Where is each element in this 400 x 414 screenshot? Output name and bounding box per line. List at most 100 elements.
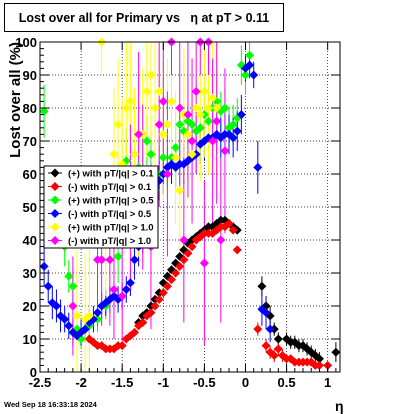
x-tick-label: -2.5 (29, 375, 51, 390)
data-point-s1 (224, 219, 234, 228)
y-tick-label: 80 (23, 101, 37, 116)
data-point-s5 (105, 255, 115, 265)
data-point-s2 (39, 106, 49, 116)
x-tick-label: 1 (324, 375, 331, 390)
data-point-s4 (187, 149, 197, 159)
data-point-s3 (249, 70, 259, 80)
y-tick-label: 90 (23, 68, 37, 83)
data-point-s1 (187, 242, 197, 252)
y-tick-label: 40 (23, 233, 37, 248)
legend-label: (-) with pT/|q| > 0.5 (68, 209, 152, 220)
data-point-s5 (191, 87, 201, 96)
data-point-s4 (150, 103, 160, 113)
data-point-s4 (72, 311, 82, 321)
y-tick-label: 10 (23, 332, 37, 347)
legend: (+) with pT/|q| > 0.1 (-) with pT/|q| > 0… (43, 165, 159, 249)
x-tick-label: -2 (75, 375, 87, 390)
data-point-s3 (265, 324, 275, 334)
legend-box (43, 165, 159, 249)
data-point-s3 (232, 126, 242, 136)
data-point-s2 (195, 123, 205, 133)
data-point-s3 (43, 281, 53, 291)
data-point-s3 (93, 308, 103, 318)
data-point-s5 (109, 285, 119, 294)
data-point-s5 (179, 235, 189, 245)
y-tick-label: 70 (23, 134, 37, 149)
data-point-s5 (199, 258, 209, 268)
data-point-s1 (179, 255, 189, 265)
data-point-s1 (154, 294, 164, 304)
data-point-s4 (191, 103, 201, 113)
x-tick-label: -0.5 (193, 375, 215, 390)
data-point-s3 (39, 261, 49, 271)
data-point-s1 (117, 341, 127, 351)
y-axis-label: Lost over all (%) (7, 42, 24, 158)
data-point-s1 (232, 245, 242, 255)
data-point-s1 (158, 288, 168, 298)
data-point-s1 (146, 308, 156, 318)
axis-ticks: -2.5 -2 -1.5 -1 -0.5 0 0.5 10102030405060708090… (15, 35, 340, 390)
data-point-s1 (253, 324, 263, 334)
data-point-s4 (171, 153, 181, 162)
data-point-s5 (158, 96, 168, 106)
data-point-s4 (130, 149, 140, 159)
data-point-s5 (187, 136, 197, 146)
legend-marker (50, 168, 60, 178)
x-tick-label: -1 (158, 375, 170, 390)
data-point-s0 (273, 334, 283, 344)
data-point-s4 (146, 70, 156, 80)
legend-label: (-) with pT/|q| > 0.1 (68, 182, 152, 193)
legend-label: (-) with pT/|q| > 1.0 (68, 236, 151, 247)
data-point-s1 (261, 341, 271, 351)
data-point-s1 (175, 261, 185, 271)
data-point-s5 (216, 235, 226, 245)
data-point-s1 (314, 360, 324, 370)
data-point-s5 (220, 146, 230, 156)
x-tick-label: -1.5 (111, 375, 133, 390)
data-point-s4 (212, 103, 222, 113)
data-point-s3 (261, 308, 271, 318)
data-point-s1 (273, 344, 283, 354)
data-point-s4 (109, 149, 119, 159)
legend-marker (50, 195, 60, 205)
data-point-s4 (175, 186, 185, 195)
data-point-s1 (150, 301, 160, 311)
x-axis-label: η (335, 398, 344, 414)
data-point-s2 (245, 50, 255, 60)
data-point-s3 (253, 162, 263, 172)
y-tick-label: 20 (23, 299, 37, 314)
data-point-s2 (220, 103, 230, 113)
data-point-s1 (269, 351, 279, 360)
data-point-s3 (228, 133, 238, 143)
data-point-s4 (154, 87, 164, 96)
data-point-s4 (183, 129, 193, 139)
data-point-s5 (97, 255, 107, 265)
data-point-s2 (187, 120, 197, 129)
data-point-s4 (158, 129, 168, 139)
data-point-s4 (121, 103, 131, 113)
data-point-s1 (183, 248, 193, 258)
data-point-s5 (154, 120, 164, 129)
data-point-s1 (121, 334, 131, 344)
data-point-s4 (113, 120, 123, 129)
x-tick-label: 0.5 (278, 375, 296, 390)
legend-marker (50, 182, 60, 191)
data-point-s1 (171, 268, 181, 278)
y-tick-label: 30 (23, 266, 37, 281)
y-tick-label: 50 (23, 200, 37, 215)
data-point-s1 (138, 318, 148, 327)
timestamp: Wed Sep 18 16:33:18 2024 (4, 400, 97, 409)
legend-label: (+) with pT/|q| > 0.5 (68, 196, 154, 207)
y-tick-label: 0 (30, 365, 37, 380)
data-point-s0 (331, 347, 341, 357)
data-point-s4 (195, 110, 205, 120)
data-point-s1 (130, 327, 140, 337)
data-point-s2 (146, 149, 156, 159)
data-point-s5 (175, 103, 185, 113)
data-point-s3 (125, 278, 135, 288)
data-point-s4 (142, 87, 152, 96)
legend-label: (+) with pT/|q| > 1.0 (68, 223, 154, 234)
data-point-s3 (245, 60, 255, 70)
title-box: Lost over all for Primary vs η at pT > 0… (4, 3, 284, 32)
